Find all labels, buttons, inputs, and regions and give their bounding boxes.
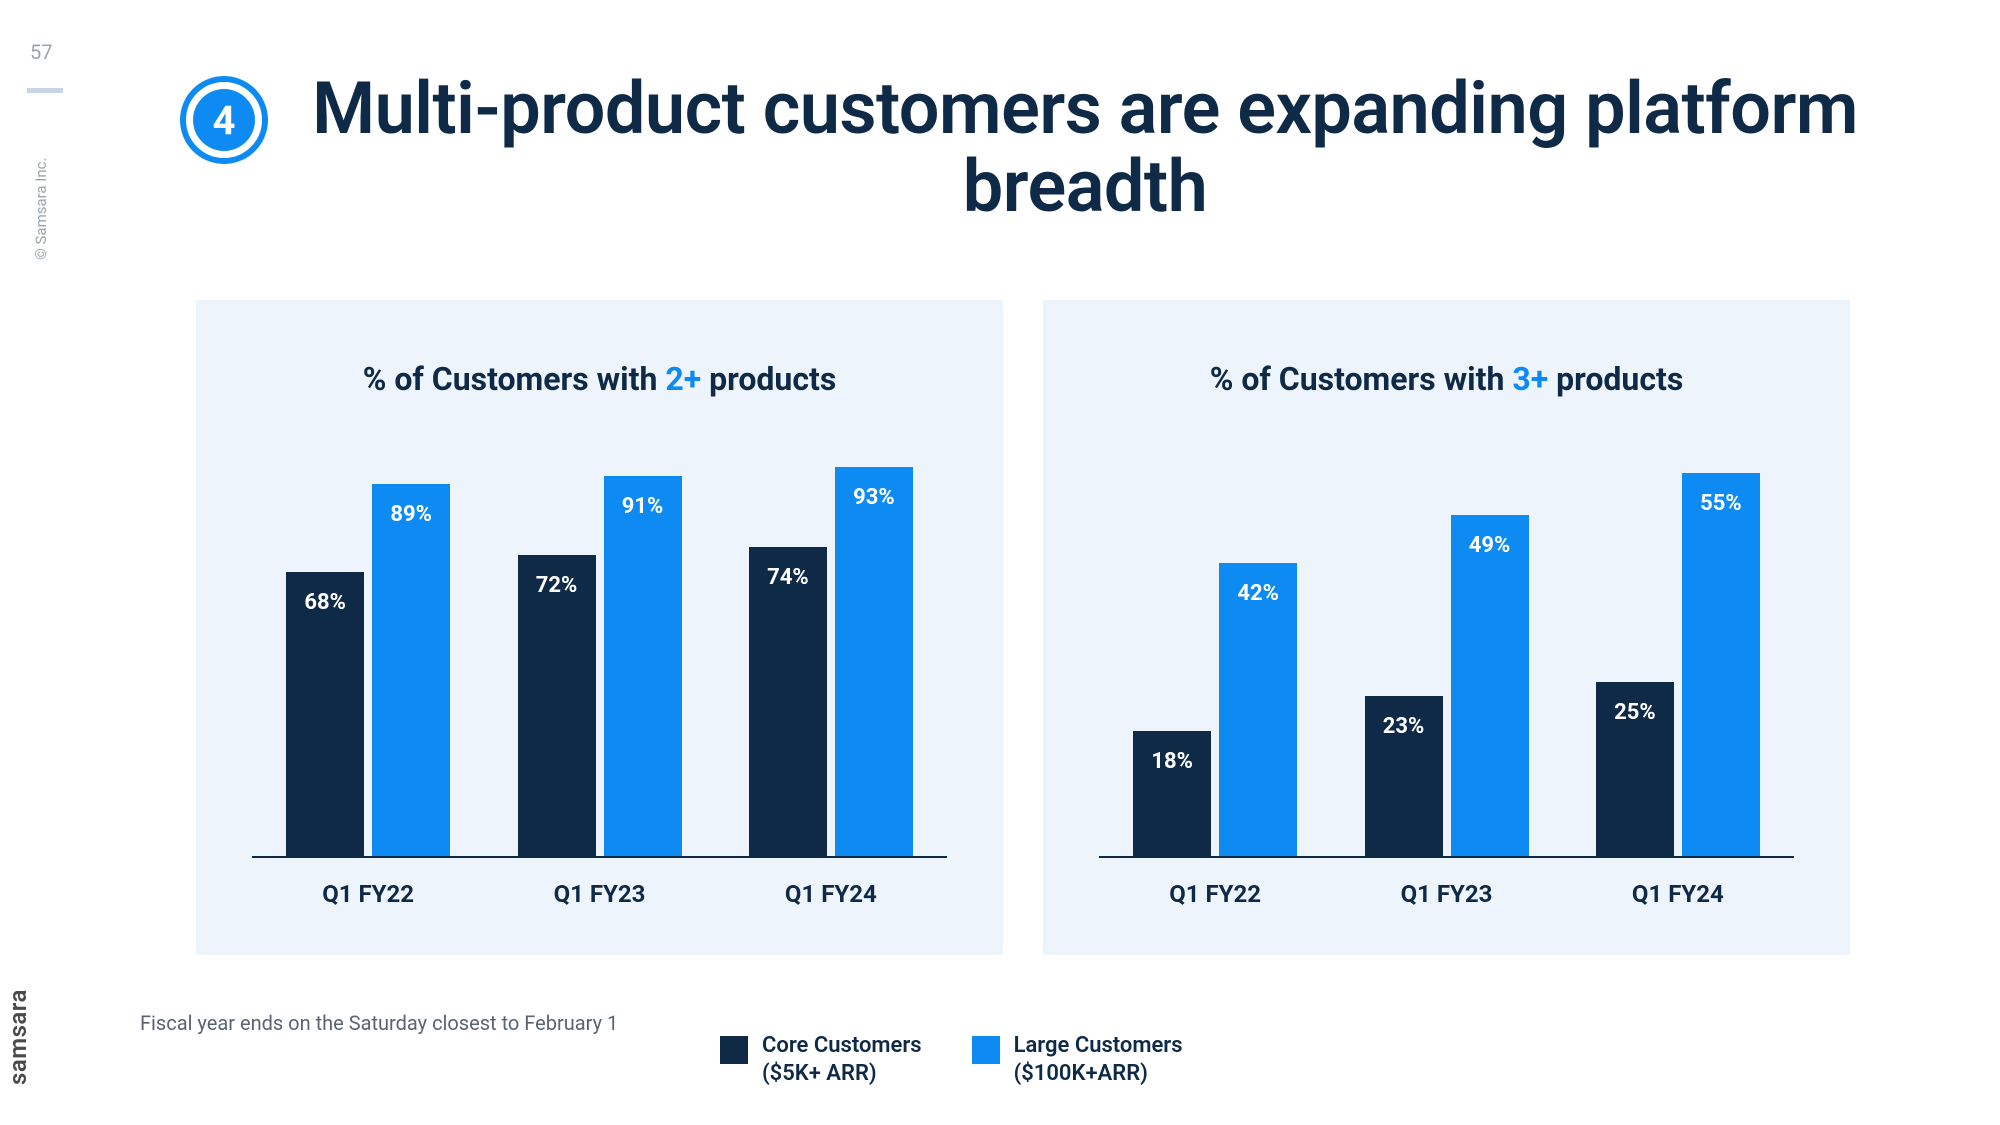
bar: 23% — [1365, 696, 1443, 856]
bar-value-label: 18% — [1133, 749, 1211, 774]
bar: 68% — [286, 572, 364, 856]
footnote: Fiscal year ends on the Saturday closest… — [140, 1011, 618, 1035]
legend-label: Core Customers — [762, 1032, 922, 1060]
x-axis-label: Q1 FY22 — [252, 880, 483, 908]
chart-panel: % of Customers with 2+ products 68% 89% 72%… — [196, 300, 1003, 955]
panel-title-prefix: % of Customers with — [363, 360, 666, 398]
legend-text: Core Customers($5K+ ARR) — [762, 1032, 922, 1087]
chart-area: 18% 42% 23% 49% 25% 55% — [1099, 438, 1793, 858]
bar-group: 23% 49% — [1331, 438, 1562, 856]
legend-text: Large Customers($100K+ARR) — [1014, 1032, 1183, 1087]
legend-label: Large Customers — [1014, 1032, 1183, 1060]
bar-group: 74% 93% — [715, 438, 946, 856]
panel-title: % of Customers with 2+ products — [363, 360, 837, 398]
legend-sublabel: ($5K+ ARR) — [762, 1060, 922, 1088]
panel-title-accent: 2+ — [665, 360, 701, 398]
copyright-text: © Samsara Inc. — [32, 158, 50, 260]
page-number: 57 — [30, 40, 52, 64]
bar-group: 68% 89% — [252, 438, 483, 856]
bar: 42% — [1219, 563, 1297, 856]
bar-value-label: 68% — [286, 590, 364, 615]
bar-value-label: 74% — [749, 565, 827, 590]
panel-title-prefix: % of Customers with — [1210, 360, 1513, 398]
slide-header: 4 Multi-product customers are expanding … — [180, 70, 1880, 226]
bar-value-label: 25% — [1596, 700, 1674, 725]
panel-title-accent: 3+ — [1512, 360, 1548, 398]
panel-title-suffix: products — [1548, 360, 1683, 398]
legend: Core Customers($5K+ ARR)Large Customers(… — [720, 1032, 1183, 1087]
x-axis: Q1 FY22Q1 FY23Q1 FY24 — [1099, 880, 1793, 908]
section-badge-number: 4 — [193, 89, 255, 151]
x-axis-label: Q1 FY24 — [715, 880, 946, 908]
legend-swatch — [972, 1036, 1000, 1064]
panel-title: % of Customers with 3+ products — [1210, 360, 1684, 398]
bar: 74% — [749, 547, 827, 856]
x-axis-label: Q1 FY24 — [1562, 880, 1793, 908]
chart-area: 68% 89% 72% 91% 74% 93% — [252, 438, 946, 858]
chart-panel: % of Customers with 3+ products 18% 42% 23%… — [1043, 300, 1850, 955]
bar: 89% — [372, 484, 450, 856]
x-axis-label: Q1 FY23 — [1331, 880, 1562, 908]
x-axis-label: Q1 FY22 — [1099, 880, 1330, 908]
chart-panels: % of Customers with 2+ products 68% 89% 72%… — [196, 300, 1850, 955]
bar: 18% — [1133, 731, 1211, 856]
panel-title-suffix: products — [701, 360, 836, 398]
bar-value-label: 23% — [1365, 714, 1443, 739]
bar-value-label: 91% — [604, 494, 682, 519]
bar-group: 25% 55% — [1562, 438, 1793, 856]
legend-sublabel: ($100K+ARR) — [1014, 1060, 1183, 1088]
slide-title: Multi-product customers are expanding pl… — [290, 70, 1880, 226]
accent-tick — [27, 88, 63, 93]
legend-swatch — [720, 1036, 748, 1064]
bar: 25% — [1596, 682, 1674, 856]
legend-item: Large Customers($100K+ARR) — [972, 1032, 1183, 1087]
bar: 55% — [1682, 473, 1760, 856]
slide: 57 © Samsara Inc. samsara 4 Multi-produc… — [0, 0, 2000, 1125]
bar-value-label: 42% — [1219, 581, 1297, 606]
x-axis: Q1 FY22Q1 FY23Q1 FY24 — [252, 880, 946, 908]
bar-value-label: 72% — [518, 573, 596, 598]
bar-group: 72% 91% — [484, 438, 715, 856]
x-axis-label: Q1 FY23 — [484, 880, 715, 908]
bar-value-label: 89% — [372, 502, 450, 527]
bar-group: 18% 42% — [1099, 438, 1330, 856]
brand-logo-text: samsara — [4, 989, 32, 1085]
bar-value-label: 49% — [1451, 533, 1529, 558]
legend-item: Core Customers($5K+ ARR) — [720, 1032, 922, 1087]
bar: 72% — [518, 555, 596, 856]
bar: 91% — [604, 476, 682, 856]
bar-value-label: 55% — [1682, 491, 1760, 516]
bar: 93% — [835, 467, 913, 856]
bar: 49% — [1451, 515, 1529, 856]
bar-value-label: 93% — [835, 485, 913, 510]
section-badge: 4 — [180, 76, 268, 164]
